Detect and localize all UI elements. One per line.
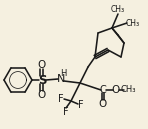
Text: S: S (38, 74, 46, 87)
Text: CH₃: CH₃ (126, 18, 140, 27)
Text: F: F (58, 94, 64, 104)
Text: O: O (112, 85, 120, 95)
Text: H: H (60, 70, 66, 79)
Text: CH₃: CH₃ (111, 5, 125, 14)
Text: F: F (78, 100, 84, 110)
Text: CH₃: CH₃ (120, 86, 136, 95)
Text: O: O (38, 61, 46, 71)
Text: C: C (100, 85, 106, 95)
Text: O: O (38, 90, 46, 99)
Text: O: O (99, 99, 107, 109)
Text: F: F (63, 107, 69, 117)
Text: N: N (57, 74, 65, 84)
